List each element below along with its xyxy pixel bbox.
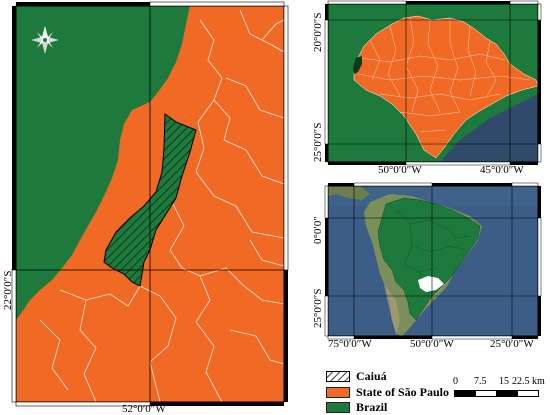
legend-label-caiua: Caiuá xyxy=(356,369,387,383)
andes-texture xyxy=(384,284,400,334)
main-map: 22°0′0″S 52°0′0″W xyxy=(2,1,289,415)
legend-item-sao-paulo: State of São Paulo xyxy=(326,385,449,399)
continent-lon-right-label: 25°0′0″W xyxy=(490,338,534,350)
ocean-area xyxy=(440,94,538,162)
legend-item-caiua: Caiuá xyxy=(326,369,387,383)
continent-lon-left-label: 75°0′0″W xyxy=(328,338,372,350)
state-lon-left-label: 50°0′0″W xyxy=(378,164,422,176)
state-inset-map: 20°0′0″S 25°0′0″S 50°0′0″W 45°0′0″W xyxy=(300,0,550,176)
legend-label-sao-paulo: State of São Paulo xyxy=(356,385,449,399)
main-map-frame xyxy=(11,1,289,407)
continent-inset-map: 0°0′0″ 25°0′0″S 75°0′0″W 50°0′0″W 25°0′0… xyxy=(300,180,550,352)
main-map-canvas xyxy=(11,1,289,407)
legend-label-brazil: Brazil xyxy=(356,400,388,414)
state-lat-top-label: 20°0′0″S xyxy=(312,12,324,52)
main-map-lat-label: 22°0′0″S xyxy=(2,270,14,310)
legend-item-brazil: Brazil xyxy=(326,400,388,414)
brazil-swatch xyxy=(326,402,350,413)
scale-tick-3: 22.5 km xyxy=(512,376,545,387)
continent-lat-top-label: 0°0′0″ xyxy=(312,216,324,244)
continent-inset-canvas xyxy=(324,182,542,340)
sao-paulo-swatch xyxy=(326,387,350,398)
state-lon-right-label: 45°0′0″W xyxy=(480,164,524,176)
main-map-lon-label: 52°0′0″W xyxy=(122,403,166,415)
continent-lat-bottom-label: 25°0′0″S xyxy=(312,288,324,328)
continent-lon-mid-label: 50°0′0″W xyxy=(410,338,454,350)
sao-paulo-highlight xyxy=(418,276,444,292)
scale-tick-2: 15 xyxy=(499,376,509,387)
compass-rose-icon xyxy=(31,26,59,54)
scale-tick-0: 0 xyxy=(453,376,458,387)
caiua-marker xyxy=(353,56,362,74)
caiua-swatch-icon xyxy=(326,371,350,382)
state-inset-frame xyxy=(324,0,542,166)
continent-inset-frame xyxy=(324,182,542,340)
state-lat-bottom-label: 25°0′0″S xyxy=(312,122,324,162)
north-land-satellite xyxy=(328,186,370,200)
municipal-borders xyxy=(39,9,285,403)
scale-tick-1: 7.5 xyxy=(474,376,487,387)
state-inset-canvas xyxy=(324,0,542,166)
scale-bar-graphic xyxy=(454,390,539,397)
